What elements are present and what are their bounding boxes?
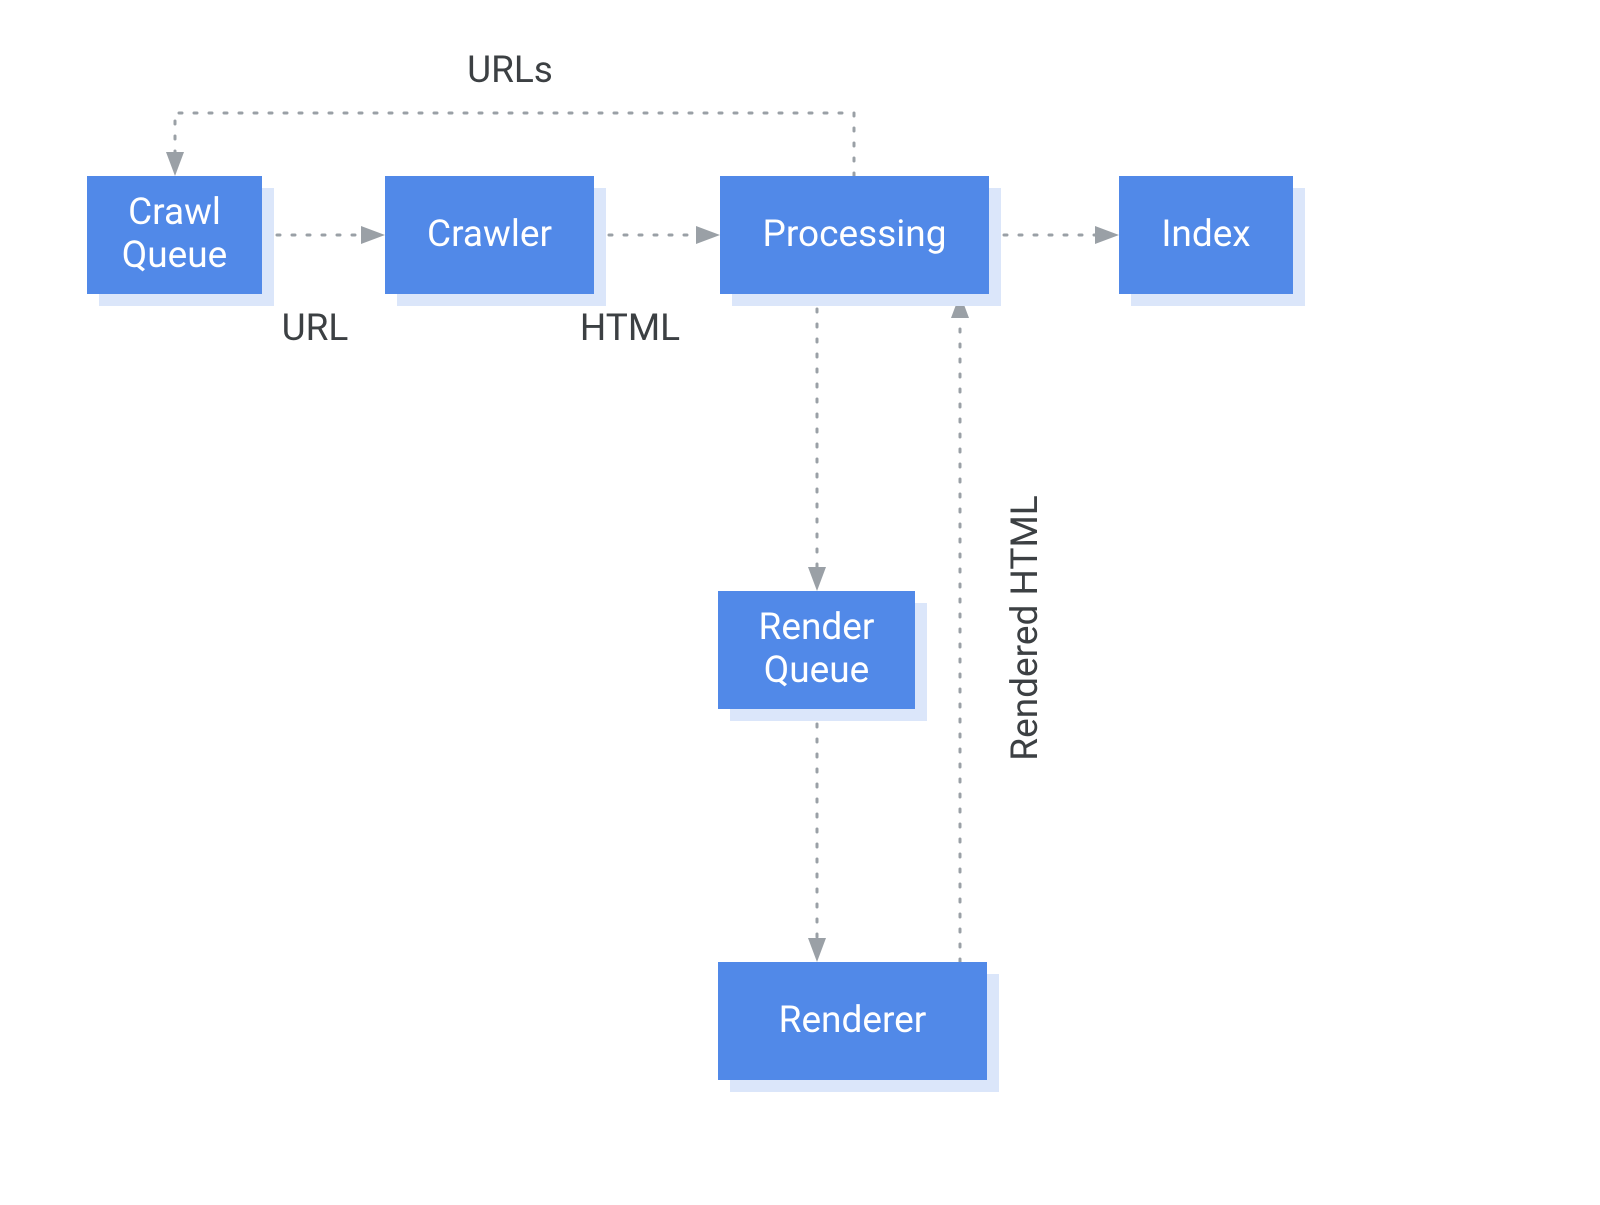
diagram-stage: Crawl Queue Crawler Processing Index Render …: [0, 0, 1600, 1205]
node-crawler: Crawler: [385, 176, 594, 294]
edge-label-cq_to_crawler: URL: [255, 308, 375, 348]
node-render_queue: Render Queue: [718, 591, 915, 709]
node-index: Index: [1119, 176, 1293, 294]
node-renderer: Renderer: [718, 962, 987, 1080]
node-processing: Processing: [720, 176, 989, 294]
edge-label-proc_to_cq: URLs: [440, 50, 580, 90]
edge-label-renderer_to_proc: Rendered HTML: [1005, 468, 1045, 788]
edge-label-crawler_to_proc: HTML: [560, 308, 700, 348]
node-crawl_queue: Crawl Queue: [87, 176, 262, 294]
edge-proc_to_cq: [175, 113, 854, 176]
